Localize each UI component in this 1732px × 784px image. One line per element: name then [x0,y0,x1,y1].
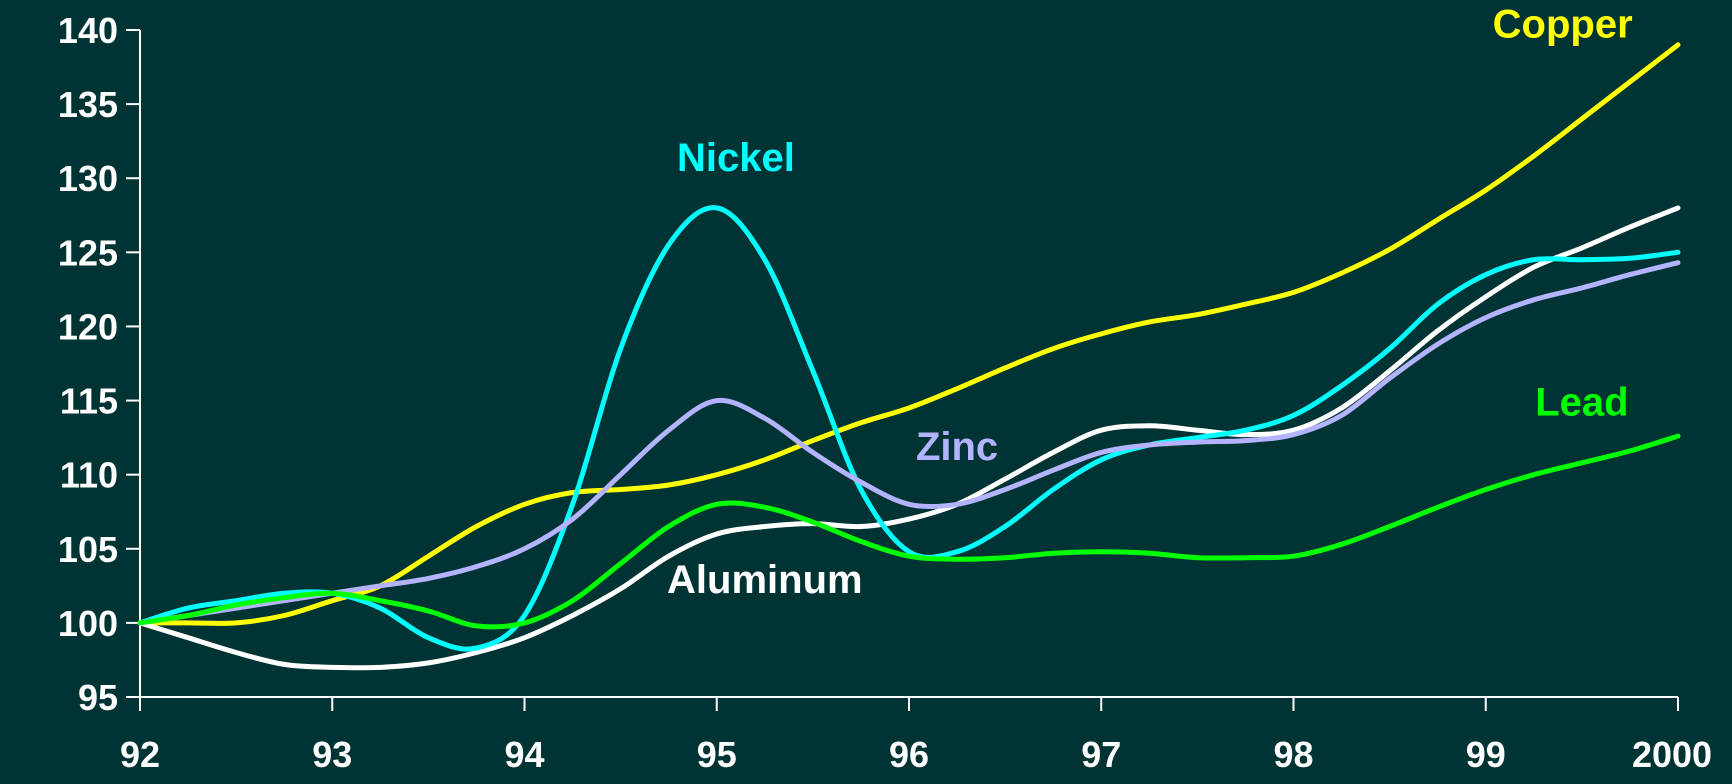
y-axis-ticks: 95 100 105 110 115 120 125 130 135 140 [58,10,140,718]
x-tick-label: 2000 [1632,734,1712,775]
series-line-zinc [137,260,1681,626]
series-label-aluminum: Aluminum [667,558,863,602]
y-tick-label: 100 [58,603,118,644]
y-tick-label: 105 [58,529,118,570]
series-label-zinc: Zinc [916,425,998,469]
series-lines [137,42,1681,671]
x-tick-label: 94 [504,734,544,775]
x-tick-label: 98 [1273,734,1313,775]
y-tick-label: 120 [58,306,118,347]
x-tick-label: 93 [312,734,352,775]
y-tick-label: 110 [60,455,118,496]
y-tick-label: 115 [60,381,118,422]
x-tick-label: 97 [1081,734,1121,775]
x-tick-label: 96 [889,734,929,775]
series-labels: Copper Nickel Zinc Aluminum Lead [667,2,1633,602]
series-line-copper [137,42,1681,626]
series-label-copper: Copper [1493,2,1633,46]
y-tick-label: 95 [78,677,118,718]
y-tick-label: 130 [58,158,118,199]
y-tick-label: 140 [58,10,118,51]
series-label-nickel: Nickel [677,136,795,180]
y-tick-label: 135 [58,84,118,125]
series-line-nickel [137,205,1681,652]
series-line-aluminum [137,205,1681,671]
x-axis-ticks: 92 93 94 95 96 97 98 99 2000 [120,697,1712,775]
x-tick-label: 92 [120,734,160,775]
series-label-lead: Lead [1535,380,1628,424]
x-tick-label: 95 [697,734,737,775]
y-tick-label: 125 [58,232,118,273]
series-line-lead [137,433,1681,630]
x-tick-label: 99 [1466,734,1506,775]
